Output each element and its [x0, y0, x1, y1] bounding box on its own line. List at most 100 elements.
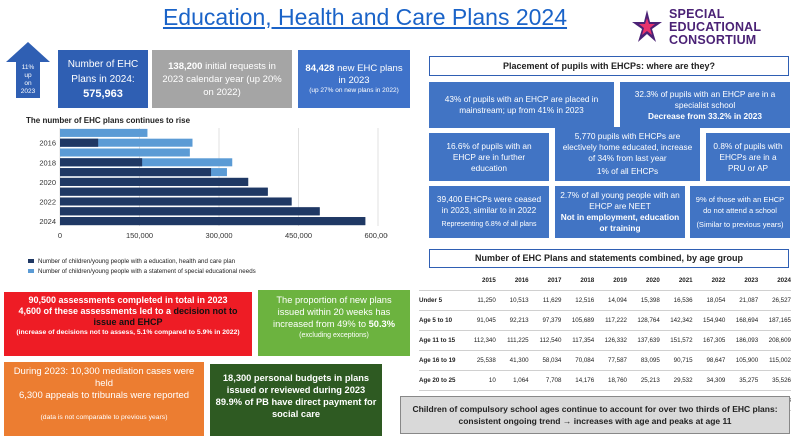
bar-2018 [60, 158, 233, 167]
table-cell: 18,054 [692, 290, 726, 311]
chart-title: The number of EHC plans continues to ris… [26, 116, 191, 125]
table-cell: 90,715 [659, 350, 693, 371]
table-cell: 15,398 [626, 290, 660, 311]
year-header: 2023 [725, 271, 759, 291]
initial-requests-text: initial requests in 2023 calendar year (… [162, 60, 282, 98]
table-cell: 41,300 [495, 350, 529, 371]
y-tick-label: 2024 [39, 217, 56, 226]
placement-pru-text: 0.8% of pupils with EHCPs are in a PRU o… [713, 140, 783, 173]
placement-home-educated: 5,770 pupils with EHCPs are electively h… [555, 127, 700, 181]
year-header: 2020 [626, 271, 660, 291]
table-cell: 126,332 [594, 330, 627, 351]
placement-ceased: 39,400 EHCPs were ceased in 2023, simila… [429, 186, 549, 238]
y-tick-label: 2018 [39, 158, 56, 167]
placement-no-school-text: 9% of those with an EHCP do not attend a… [695, 195, 785, 215]
placement-header: Placement of pupils with EHCPs: where ar… [429, 56, 789, 76]
twenty-weeks-value: 50.3% [368, 319, 395, 329]
twenty-weeks-text: The proportion of new plans issued withi… [273, 295, 392, 329]
table-cell: 105,900 [725, 350, 759, 371]
table-cell: 208,609 [758, 330, 791, 351]
x-tick-label: 0 [58, 231, 62, 240]
table-row: Under 5 11,250 10,513 11,629 12,516 14,094 15,… [419, 290, 791, 311]
table-cell: 21,087 [725, 290, 759, 311]
bar-ehc-2021 [60, 187, 268, 196]
growth-arrow: 11% up on 2023 [6, 42, 50, 98]
sec-logo: SPECIAL EDUCATIONAL CONSORTIUM [625, 6, 791, 54]
placement-home-text: 5,770 pupils with EHCPs are electively h… [562, 131, 693, 163]
year-header: 2015 [463, 271, 496, 291]
bottom-note-line-2: consistent ongoing trend → increases wit… [458, 416, 732, 426]
placement-specialist-text: 32.3% of pupils with an EHCP are in a sp… [634, 88, 776, 110]
table-cell: 10 [463, 370, 496, 391]
assessments-line-2b: decision not to issue and EHCP [93, 306, 238, 327]
bar-ehc-2018 [60, 158, 143, 167]
y-tick-label: 2022 [39, 198, 56, 207]
bar-ehc-2024 [60, 217, 366, 226]
arrow-line-4: 2023 [20, 88, 36, 95]
year-header: 2016 [495, 271, 529, 291]
year-header: 2018 [561, 271, 595, 291]
x-tick-label: 450,000 [285, 231, 312, 240]
arrow-line-2: up [24, 72, 32, 79]
table-header-row: 2015 2016 2017 2018 2019 2020 2021 2022 2023 2024 [419, 271, 791, 291]
table-cell: 70,084 [561, 350, 595, 371]
placement-neet: 2.7% of all young people with an EHCP ar… [555, 186, 685, 238]
table-cell: 83,095 [626, 350, 660, 371]
table-row: Age 16 to 19 25,538 41,300 58,034 70,084 77,5… [419, 350, 791, 371]
bar-ehc-2019 [60, 168, 212, 177]
year-header: 2024 [758, 271, 791, 291]
assessments-note: (increase of decisions not to assess, 5.… [16, 329, 240, 336]
logo-line-1: SPECIAL [669, 7, 725, 21]
twenty-weeks-note: (excluding exceptions) [299, 332, 369, 339]
x-tick-label: 150,000 [126, 231, 153, 240]
table-cell: 14,094 [594, 290, 627, 311]
placement-ceased-note: Representing 6.8% of all plans [441, 221, 537, 228]
legend-item-statement: Number of children/young people with a s… [28, 268, 408, 275]
table-cell: 10,513 [495, 290, 529, 311]
bar-ehc-2016 [60, 138, 99, 147]
mediation-note: (data is not comparable to previous year… [40, 414, 168, 421]
table-cell: 111,225 [495, 330, 529, 351]
legend-swatch-ehc [28, 259, 34, 264]
placement-neet-note: Not in employment, education or training [560, 212, 680, 233]
table-cell: 58,034 [528, 350, 562, 371]
placement-fe-text: 16.6% of pupils with an EHCP are in furt… [446, 140, 532, 173]
bar-2016 [60, 138, 193, 147]
x-tick-label: 600,000 [364, 231, 388, 240]
table-cell: 167,305 [692, 330, 726, 351]
table-cell: 92,213 [495, 310, 529, 331]
table-cell: 117,222 [594, 310, 627, 331]
table-cell: 1,064 [495, 370, 529, 391]
arrow-line-3: on [24, 80, 32, 87]
row-label: Age 16 to 19 [419, 350, 463, 371]
row-label: Under 5 [419, 290, 463, 311]
assessments-box: 90,500 assessments completed in total in… [4, 292, 252, 356]
initial-requests-box: 138,200 initial requests in 2023 calenda… [152, 50, 292, 108]
table-cell: 98,647 [692, 350, 726, 371]
table-cell: 186,093 [725, 330, 759, 351]
table-cell: 128,764 [626, 310, 660, 331]
chart-legend: Number of children/young people with a e… [28, 258, 408, 275]
table-cell: 35,526 [758, 370, 791, 391]
placement-specialist-change: Decrease from 33.2% in 2023 [648, 110, 762, 121]
table-cell: 35,275 [725, 370, 759, 391]
personal-budgets-line-1: 18,300 personal budgets in plans issued … [222, 373, 370, 395]
logo-line-3: CONSORTIUM [669, 33, 757, 47]
table-cell: 97,379 [528, 310, 562, 331]
table-header: Number of EHC Plans and statements combi… [429, 249, 789, 268]
row-label: Age 5 to 10 [419, 310, 463, 331]
table-cell: 112,340 [463, 330, 496, 351]
bar-2017 [60, 148, 190, 157]
row-label: Age 20 to 25 [419, 370, 463, 391]
placement-mainstream-text: 43% of pupils with an EHCP are placed in… [444, 94, 599, 115]
table-cell: 7,708 [528, 370, 562, 391]
placement-neet-text: 2.7% of all young people with an EHCP ar… [560, 190, 680, 211]
table-cell: 11,629 [528, 290, 562, 311]
page-title: Education, Health and Care Plans 2024 [162, 4, 568, 30]
table-cell: 34,309 [692, 370, 726, 391]
year-header: 2019 [594, 271, 627, 291]
year-header: 2021 [659, 271, 693, 291]
table-cell: 11,250 [463, 290, 496, 311]
y-tick-label: 2016 [39, 139, 56, 148]
table-cell: 29,532 [659, 370, 693, 391]
